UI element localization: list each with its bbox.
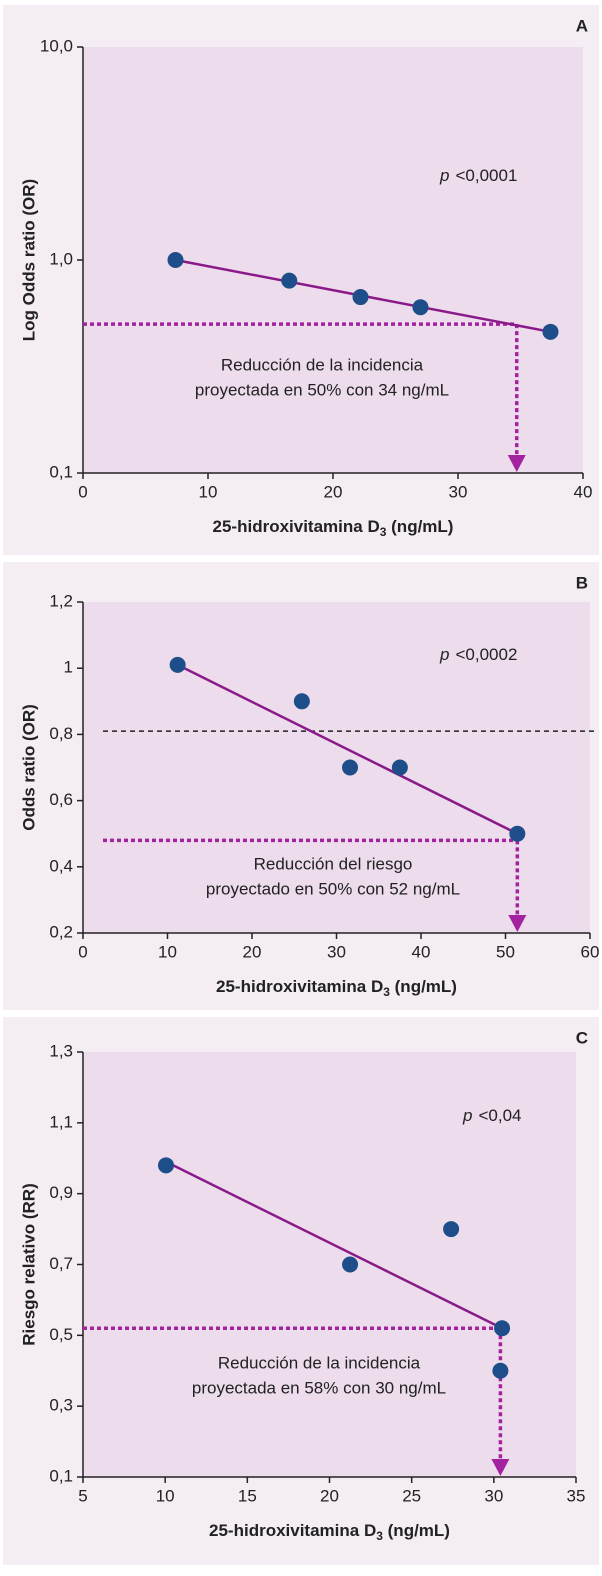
y-tick-label: 1,1	[49, 1112, 73, 1131]
x-tick-label: 5	[78, 1486, 87, 1505]
threshold-arrow	[507, 455, 526, 472]
p-annotation: p <0,0001	[439, 166, 517, 185]
p-value: <0,04	[478, 1106, 521, 1125]
plot-area	[83, 47, 583, 473]
data-point	[169, 656, 186, 673]
x-tick-label: 20	[243, 942, 262, 961]
y-tick-label: 1,0	[49, 249, 73, 268]
y-tick-label: 1	[64, 658, 73, 677]
y-tick-label: 0,9	[49, 1183, 73, 1202]
p-value: <0,0001	[455, 166, 517, 185]
data-point	[281, 272, 298, 289]
x-axis-title-main: 25-hidroxivitamina D	[213, 517, 380, 536]
note-line: proyectada en 50% con 34 ng/mL	[195, 380, 449, 399]
x-axis-title-main: 25-hidroxivitamina D	[209, 1521, 376, 1540]
note-line: Reducción de la incidencia	[221, 355, 424, 374]
x-axis-title: 25-hidroxivitamina D3 (ng/mL)	[216, 977, 457, 999]
panel-label: C	[576, 1028, 588, 1047]
x-tick-label: 30	[449, 482, 468, 501]
note-line: proyectado en 50% con 52 ng/mL	[206, 879, 460, 898]
x-tick-label: 30	[327, 942, 346, 961]
x-axis-title-suffix: (ng/mL)	[390, 977, 457, 996]
x-tick-label: 60	[581, 942, 600, 961]
data-point	[542, 323, 559, 340]
data-point	[342, 759, 359, 776]
panel-label: B	[576, 573, 588, 592]
y-tick-label: 0,1	[49, 1466, 73, 1485]
trend-line	[165, 1160, 503, 1330]
p-value: <0,0002	[455, 645, 517, 664]
x-axis-title-main: 25-hidroxivitamina D	[216, 977, 383, 996]
data-point	[293, 693, 310, 710]
p-annotation: p <0,0002	[439, 645, 517, 664]
x-tick-label: 50	[496, 942, 515, 961]
data-point	[352, 289, 369, 306]
data-point	[494, 1320, 511, 1337]
data-point	[167, 252, 184, 268]
threshold-arrow	[491, 1459, 510, 1476]
data-point	[492, 1362, 509, 1379]
y-tick-label: 0,2	[49, 922, 73, 941]
p-symbol: p	[439, 166, 449, 185]
x-tick-label: 0	[78, 942, 87, 961]
y-tick-label: 1,2	[49, 591, 73, 610]
data-point	[443, 1221, 460, 1238]
data-point	[157, 1157, 174, 1174]
x-tick-label: 20	[320, 1486, 339, 1505]
data-point	[412, 299, 429, 316]
p-symbol: p	[439, 645, 449, 664]
x-tick-label: 40	[574, 482, 593, 501]
x-tick-label: 30	[484, 1486, 503, 1505]
data-point	[391, 759, 408, 776]
x-axis-title-suffix: (ng/mL)	[386, 517, 453, 536]
y-tick-label: 0,7	[49, 1254, 73, 1273]
x-tick-label: 10	[158, 942, 177, 961]
data-point	[509, 825, 526, 842]
y-tick-label: 0,4	[49, 856, 73, 875]
x-axis-title-sub: 3	[383, 985, 390, 999]
x-tick-label: 15	[238, 1486, 257, 1505]
y-tick-label: 1,3	[49, 1041, 73, 1060]
x-axis-title-sub: 3	[380, 525, 387, 539]
x-axis-title: 25-hidroxivitamina D3 (ng/mL)	[213, 517, 454, 539]
plot-area	[83, 602, 590, 933]
y-tick-label: 0,5	[49, 1325, 73, 1344]
note-line: Reducción del riesgo	[254, 854, 413, 873]
note-line: Reducción de la incidencia	[218, 1353, 421, 1372]
x-tick-label: 10	[156, 1486, 175, 1505]
x-tick-label: 40	[412, 942, 431, 961]
x-tick-label: 25	[402, 1486, 421, 1505]
x-tick-label: 0	[78, 482, 87, 501]
p-annotation: p <0,04	[462, 1106, 521, 1125]
x-axis-title-suffix: (ng/mL)	[383, 1521, 450, 1540]
x-tick-label: 10	[199, 482, 218, 501]
plot-area	[83, 1052, 576, 1477]
y-axis-title: Riesgo relativo (RR)	[19, 1183, 38, 1345]
panel-label: A	[576, 16, 588, 35]
x-axis-title: 25-hidroxivitamina D3 (ng/mL)	[209, 1521, 450, 1543]
y-axis-title: Log Odds ratio (OR)	[19, 179, 38, 341]
x-axis-title-sub: 3	[376, 1529, 383, 1543]
note-line: proyectada en 58% con 30 ng/mL	[192, 1378, 446, 1397]
y-tick-label: 0,1	[49, 462, 73, 481]
data-point	[342, 1256, 359, 1273]
p-symbol: p	[462, 1106, 472, 1125]
y-tick-label: 0,8	[49, 724, 73, 743]
threshold-arrow	[508, 915, 527, 932]
x-tick-label: 35	[567, 1486, 586, 1505]
trend-line	[177, 663, 518, 835]
y-axis-title: Odds ratio (OR)	[19, 704, 38, 831]
x-tick-label: 20	[324, 482, 343, 501]
y-tick-label: 10,0	[40, 36, 73, 55]
y-tick-label: 0,3	[49, 1396, 73, 1415]
y-tick-label: 0,6	[49, 790, 73, 809]
